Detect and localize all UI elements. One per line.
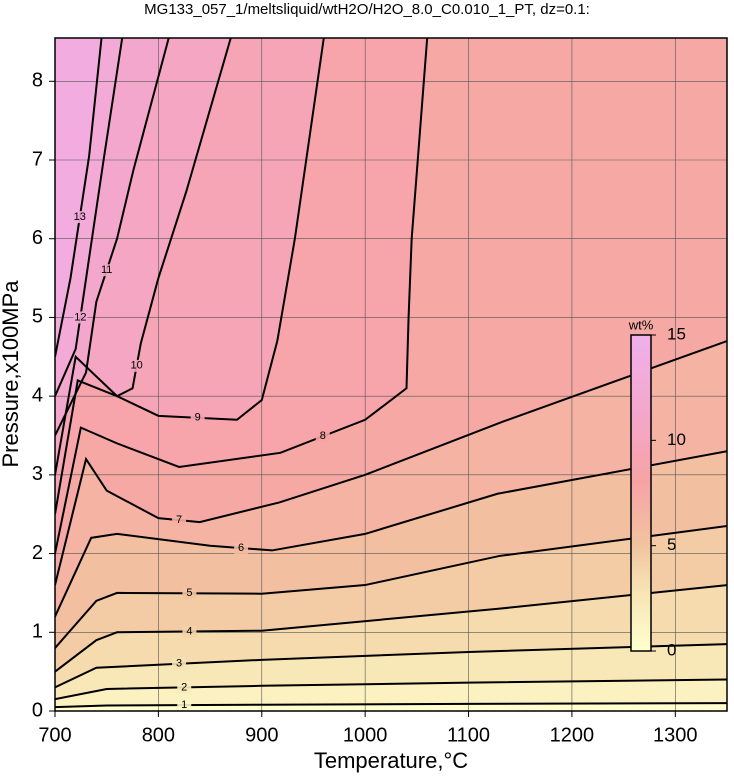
colorbar-tick-label: 15 (667, 324, 686, 343)
contour-label-bg (182, 587, 197, 600)
colorbar (630, 334, 652, 652)
contour-label: 10 (131, 360, 143, 372)
contour-label-bg (172, 657, 187, 670)
contour-label-bg (234, 542, 249, 555)
y-tick-label: 3 (32, 463, 43, 485)
y-tick-label: 0 (32, 699, 43, 721)
contour-label-bg (73, 311, 88, 324)
contour-line (55, 38, 325, 515)
contour-label: 8 (320, 430, 326, 442)
contour-label-bg (177, 699, 192, 711)
contour-label: 7 (176, 514, 182, 526)
contour-label: 1 (181, 699, 187, 711)
plot-frame (54, 37, 728, 712)
y-axis-label: Pressure,x100MPa (0, 280, 23, 468)
overlay: 700 800 900 1000 1100 1200 1300012345678wt%051… (32, 37, 728, 746)
contour-label-bg (182, 625, 197, 638)
x-tick-label: 1100 (447, 724, 490, 746)
contour-label: 2 (181, 681, 187, 693)
y-tick-label: 1 (32, 621, 43, 643)
contour-fill (55, 38, 102, 357)
y-tick-label: 6 (32, 227, 43, 249)
x-tick-label: 900 (245, 724, 278, 746)
y-tick-label: 2 (32, 542, 43, 564)
colorbar-tick-label: 5 (667, 535, 676, 554)
x-tick-label: 800 (142, 724, 175, 746)
x-tick-label: 1300 (653, 724, 698, 746)
contour-label-bg (177, 681, 192, 694)
contour-label: 11 (101, 264, 112, 276)
contour-label: 4 (186, 625, 192, 637)
contour-label-bg (129, 359, 144, 372)
contour-label: 13 (74, 211, 86, 223)
chart-title: MG133_057_1/meltsliquid/wtH2O/H2O_8.0_C0… (144, 1, 590, 18)
contour-label-bg (172, 514, 187, 527)
contour-label: 5 (186, 587, 192, 599)
colorbar-tick-label: 0 (667, 640, 676, 659)
contour-line (55, 525, 727, 649)
contour-label-bg (190, 411, 205, 424)
x-tick-label: 1000 (343, 724, 388, 746)
contour-line (55, 38, 124, 397)
x-tick-label: 1200 (550, 724, 595, 746)
contour-label: 9 (195, 412, 201, 424)
contour-label: 6 (238, 542, 244, 554)
y-tick-label: 7 (32, 148, 43, 170)
x-axis-label: Temperature,°C (314, 748, 468, 773)
contour-line (55, 340, 727, 586)
contour-label-bg (72, 211, 87, 224)
contour-label: 12 (74, 311, 86, 323)
colorbar-label: wt% (628, 317, 654, 332)
x-tick-label: 700 (38, 724, 71, 746)
contour-line (55, 702, 727, 709)
colorbar-tick-label: 10 (667, 430, 686, 449)
y-tick-label: 8 (32, 70, 43, 92)
y-tick-label: 4 (32, 384, 43, 406)
contour-label-bg (315, 430, 330, 443)
contour-label: 3 (176, 658, 182, 670)
y-tick-label: 5 (32, 306, 43, 328)
contour-line (55, 643, 727, 689)
contour-line (55, 678, 727, 701)
contour-label-bg (99, 264, 114, 277)
